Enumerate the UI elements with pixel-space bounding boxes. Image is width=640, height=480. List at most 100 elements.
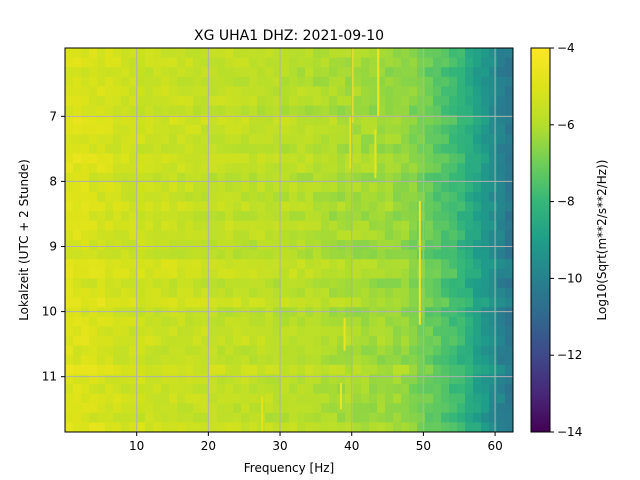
heatmap-cell [233, 105, 242, 116]
heatmap-cell [497, 307, 506, 318]
heatmap-cell [129, 403, 138, 414]
heatmap-cell [121, 259, 130, 270]
heatmap-cell [369, 144, 378, 155]
heatmap-cell [137, 115, 146, 126]
heatmap-cell [297, 86, 306, 97]
heatmap-cell [489, 364, 498, 375]
heatmap-cell [297, 278, 306, 289]
heatmap-cell [345, 374, 354, 385]
heatmap-cell [73, 192, 82, 203]
heatmap-cell [129, 172, 138, 183]
heatmap-cell [297, 355, 306, 366]
heatmap-cell [65, 134, 74, 145]
heatmap-cell [457, 144, 466, 155]
heatmap-cell [233, 67, 242, 78]
heatmap-cell [121, 307, 130, 318]
heatmap-cell [481, 57, 490, 68]
heatmap-cell [281, 326, 290, 337]
heatmap-cell [361, 307, 370, 318]
heatmap-cell [225, 412, 234, 423]
heatmap-cell [65, 278, 74, 289]
heatmap-cell [257, 374, 266, 385]
heatmap-cell [505, 105, 513, 116]
heatmap-cell [497, 220, 506, 231]
heatmap-cell [209, 384, 218, 395]
heatmap-cell [233, 57, 242, 68]
heatmap-cell [81, 422, 90, 432]
heatmap-cell [393, 201, 402, 212]
heatmap-cell [417, 105, 426, 116]
heatmap-cell [465, 124, 474, 135]
heatmap-cell [153, 67, 162, 78]
heatmap-cell [297, 268, 306, 279]
heatmap-cell [89, 240, 98, 251]
heatmap-cell [497, 57, 506, 68]
heatmap-cell [465, 374, 474, 385]
heatmap-cell [273, 374, 282, 385]
heatmap-cell [377, 86, 386, 97]
heatmap-cell [73, 307, 82, 318]
heatmap-cell [129, 278, 138, 289]
heatmap-cell [97, 288, 106, 299]
heatmap-cell [449, 412, 458, 423]
heatmap-cell [313, 163, 322, 174]
heatmap-cell [145, 134, 154, 145]
heatmap-cell [441, 316, 450, 327]
heatmap-cell [353, 67, 362, 78]
heatmap-cell [505, 153, 513, 164]
heatmap-cell [401, 144, 410, 155]
heatmap-cell [369, 182, 378, 193]
heatmap-cell [177, 153, 186, 164]
heatmap-cell [473, 384, 482, 395]
heatmap-cell [169, 403, 178, 414]
heatmap-cell [65, 364, 74, 375]
heatmap-cell [97, 336, 106, 347]
heatmap-cell [361, 115, 370, 126]
heatmap-cell [153, 403, 162, 414]
heatmap-cell [129, 230, 138, 241]
heatmap-cell [257, 288, 266, 299]
heatmap-cell [113, 412, 122, 423]
heatmap-cell [481, 230, 490, 241]
heatmap-cell [169, 288, 178, 299]
heatmap-cell [185, 288, 194, 299]
heatmap-cell [217, 249, 226, 260]
heatmap-cell [185, 163, 194, 174]
heatmap-cell [105, 201, 114, 212]
heatmap-cell [409, 345, 418, 356]
heatmap-cell [169, 268, 178, 279]
heatmap-cell [473, 278, 482, 289]
heatmap-cell [217, 336, 226, 347]
heatmap-cell [225, 48, 234, 59]
heatmap-cell [225, 374, 234, 385]
heatmap-cell [73, 316, 82, 327]
heatmap-cell [185, 67, 194, 78]
heatmap-cell [465, 86, 474, 97]
heatmap-cell [249, 67, 258, 78]
heatmap-cell [481, 96, 490, 107]
heatmap-cell [497, 96, 506, 107]
heatmap-cell [321, 201, 330, 212]
heatmap-cell [153, 86, 162, 97]
heatmap-cell [305, 96, 314, 107]
heatmap-cell [321, 384, 330, 395]
heatmap-cell [209, 249, 218, 260]
heatmap-cell [153, 268, 162, 279]
heatmap-cell [361, 124, 370, 135]
heatmap-cell [329, 403, 338, 414]
heatmap-cell [161, 345, 170, 356]
heatmap-cell [369, 230, 378, 241]
heatmap-cell [393, 67, 402, 78]
heatmap-cell [321, 76, 330, 87]
heatmap-cell [489, 201, 498, 212]
heatmap-cell [385, 364, 394, 375]
heatmap-cell [265, 403, 274, 414]
heatmap-cell [417, 403, 426, 414]
heatmap-cell [121, 288, 130, 299]
heatmap-cell [321, 345, 330, 356]
heatmap-cell [457, 172, 466, 183]
heatmap-cell [313, 393, 322, 404]
heatmap-cell [233, 403, 242, 414]
heatmap-cell [393, 259, 402, 270]
heatmap-cell [113, 355, 122, 366]
